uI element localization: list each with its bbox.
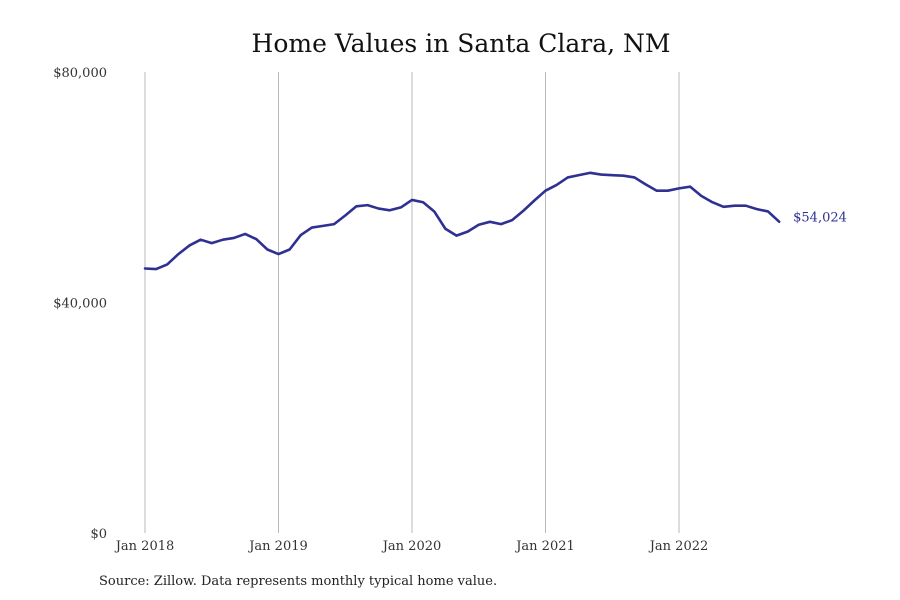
gridlines bbox=[144, 72, 680, 533]
y-tick-label: $80,000 bbox=[53, 66, 107, 81]
source-note: Source: Zillow. Data represents monthly … bbox=[99, 574, 497, 589]
chart-title: Home Values in Santa Clara, NM bbox=[252, 29, 671, 58]
y-tick-label: $0 bbox=[90, 527, 107, 542]
x-tick-label: Jan 2018 bbox=[114, 539, 175, 554]
x-tick-label: Jan 2020 bbox=[381, 539, 442, 554]
series-layer bbox=[143, 171, 781, 271]
x-tick-label: Jan 2022 bbox=[648, 539, 709, 554]
x-tick-label: Jan 2019 bbox=[247, 539, 308, 554]
y-axis-ticks: $0 $40,000 $80,000 bbox=[53, 66, 107, 542]
x-tick-label: Jan 2021 bbox=[514, 539, 575, 554]
end-value-label: $54,024 bbox=[793, 211, 847, 226]
series-line bbox=[143, 171, 781, 271]
x-axis-ticks: Jan 2018 Jan 2019 Jan 2020 Jan 2021 Jan 2022 bbox=[114, 539, 709, 554]
y-tick-label: $40,000 bbox=[53, 297, 107, 312]
